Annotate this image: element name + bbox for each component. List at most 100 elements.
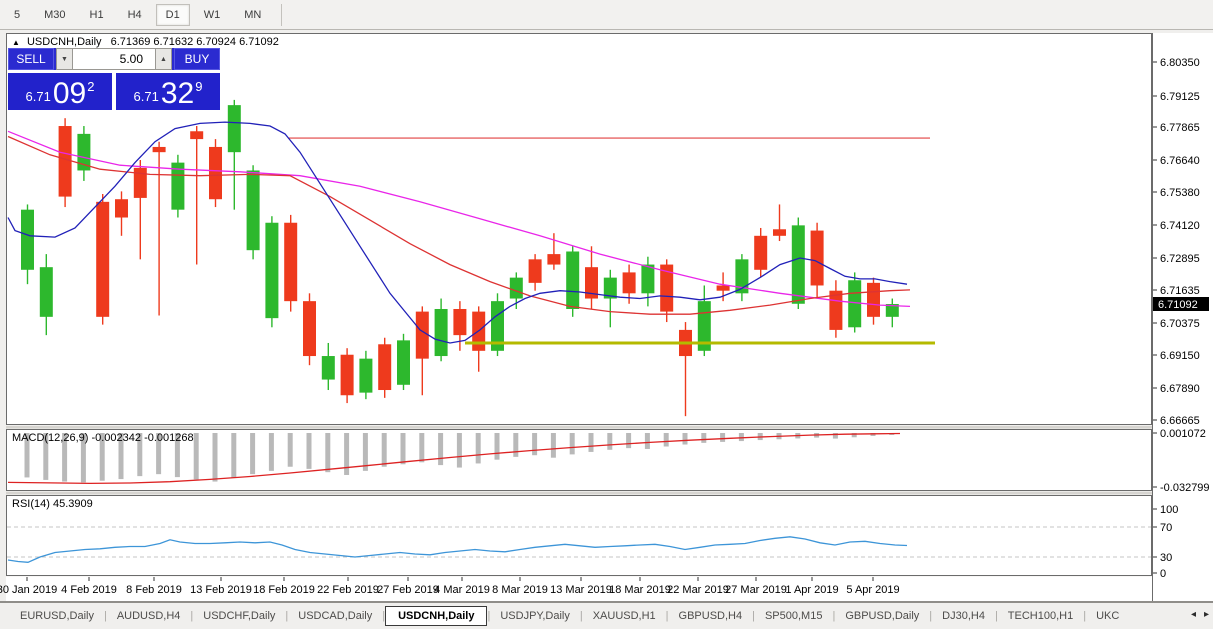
candle-body [434, 308, 448, 357]
chart-tab-usdchf-daily[interactable]: USDCHF,Daily [203, 610, 276, 622]
macd-histogram-bar [569, 433, 575, 455]
rsi-label: RSI(14) 45.3909 [12, 498, 93, 510]
macd-content [7, 432, 901, 485]
macd-histogram-bar [193, 433, 199, 480]
price-tick-label: 6.75380 [1160, 187, 1200, 199]
candle-body [96, 201, 110, 317]
date-tick-label: 22 Feb 2019 [317, 584, 379, 596]
macd-histogram-bar [287, 433, 293, 467]
candle-body [359, 358, 373, 393]
timeframe-button-mn[interactable]: MN [244, 8, 262, 21]
ma-fast-blue [7, 121, 908, 344]
chart-tab-usdcad-daily[interactable]: USDCAD,Daily [298, 610, 373, 622]
date-axis-area [6, 576, 1213, 601]
chart-tab-audusd-h4[interactable]: AUDUSD,H4 [116, 610, 181, 622]
candle-body [133, 167, 147, 198]
macd-histogram-bar [626, 433, 632, 449]
macd-histogram-bar [419, 433, 425, 463]
timeframe-button-d1[interactable]: D1 [155, 3, 190, 26]
candle-body [190, 131, 204, 140]
tabs-scroll-right-icon[interactable]: ▸ [1203, 609, 1209, 620]
candle-body [885, 304, 899, 317]
macd-histogram-bar [663, 433, 669, 447]
timeframe-button-h4[interactable]: H4 [127, 8, 142, 21]
chart-tab-gbpusd-h4[interactable]: GBPUSD,H4 [678, 610, 743, 622]
candle-body [603, 277, 617, 299]
chart-tab-ukc[interactable]: UKC [1096, 610, 1120, 622]
candle-body [829, 290, 843, 330]
tab-separator: | [929, 610, 933, 622]
candle-body [284, 222, 298, 302]
date-tick-label: 13 Mar 2019 [550, 584, 612, 596]
candle-body [39, 267, 53, 317]
volume-increase-icon[interactable]: ▲ [155, 48, 172, 70]
chart-tab-xauusd-h1[interactable]: XAUUSD,H1 [592, 610, 656, 622]
macd-histogram-bar [268, 433, 274, 471]
chart-tab-sp500-m15[interactable]: SP500,M15 [764, 610, 823, 622]
volume-decrease-icon[interactable]: ▼ [56, 48, 73, 70]
macd-histogram-bar [720, 433, 726, 442]
candle-body [585, 267, 598, 299]
tab-separator: | [579, 610, 583, 622]
date-tick-label: 1 Apr 2019 [785, 584, 838, 596]
chart-tab-usdcnh-daily[interactable]: USDCNH,Daily [385, 606, 488, 626]
candle-body [867, 282, 880, 317]
timeframe-button-h1[interactable]: H1 [89, 8, 104, 21]
buy-price-box[interactable]: 6.71 32 9 [116, 73, 220, 110]
panel-divider [6, 426, 1152, 429]
timeframe-button-w1[interactable]: W1 [203, 8, 221, 21]
candle-body [791, 225, 805, 304]
macd-histogram-bar [851, 433, 857, 438]
macd-tick-label: 0.001072 [1160, 428, 1206, 440]
symbol-period-label: USDCNH,Daily [26, 36, 102, 48]
macd-histogram-bar [832, 433, 838, 439]
collapse-triangle-icon[interactable]: ▲ [12, 38, 20, 47]
volume-input[interactable] [73, 48, 155, 70]
candle-body [115, 199, 128, 218]
candle-body [509, 277, 523, 299]
candle-body [21, 209, 34, 270]
sell-button[interactable]: SELL [8, 48, 54, 70]
tab-separator: | [285, 610, 289, 622]
price-tick-label: 6.77865 [1160, 122, 1200, 134]
chart-tab-gbpusd-daily[interactable]: GBPUSD,Daily [845, 610, 920, 622]
chart-tab-dj30-h4[interactable]: DJ30,H4 [942, 610, 985, 622]
chart-tab-usdjpy-daily[interactable]: USDJPY,Daily [500, 610, 570, 622]
candle-body [754, 235, 768, 270]
tabs-scroll-left-icon[interactable]: ◂ [1190, 609, 1196, 620]
macd-signal-line [7, 432, 901, 485]
timeframe-button-5[interactable]: 5 [14, 8, 21, 21]
candle-body [246, 170, 260, 251]
candle-body [265, 222, 279, 319]
candle-body [171, 162, 185, 210]
rsi-panel [6, 495, 1152, 576]
price-tick-label: 6.71635 [1160, 285, 1200, 297]
date-tick-label: 27 Mar 2019 [725, 584, 787, 596]
candle-body [397, 340, 410, 385]
buy-button[interactable]: BUY [174, 48, 220, 70]
tab-separator: | [665, 610, 669, 622]
sell-price-box[interactable]: 6.71 09 2 [8, 73, 112, 110]
price-tick-label: 6.76640 [1160, 155, 1200, 167]
rsi-tick-label: 70 [1160, 522, 1172, 534]
timeframe-button-m30[interactable]: M30 [44, 8, 66, 21]
chart-tab-eurusd-daily[interactable]: EURUSD,Daily [20, 610, 94, 622]
macd-histogram-bar [137, 433, 143, 477]
macd-histogram-bar [325, 433, 331, 473]
candle-body [528, 259, 542, 283]
volume-spinner: ▼ ▲ [56, 48, 172, 70]
macd-histogram-bar [588, 433, 594, 452]
price-tick-label: 6.67890 [1160, 383, 1200, 395]
chart-tab-tech100-h1[interactable]: TECH100,H1 [1007, 610, 1074, 622]
candle-body [773, 229, 786, 236]
price-tick-label: 6.72895 [1160, 253, 1200, 265]
date-tick-label: 30 Jan 2019 [0, 584, 57, 596]
macd-histogram-bar [513, 433, 519, 457]
price-tick-label: 6.79125 [1160, 91, 1200, 103]
macd-histogram-bar [174, 433, 180, 478]
macd-histogram-bar [682, 433, 688, 445]
current-price-badge [1153, 297, 1209, 311]
candle-body [622, 272, 636, 294]
candle-body [227, 105, 241, 153]
macd-histogram-bar [494, 433, 500, 460]
